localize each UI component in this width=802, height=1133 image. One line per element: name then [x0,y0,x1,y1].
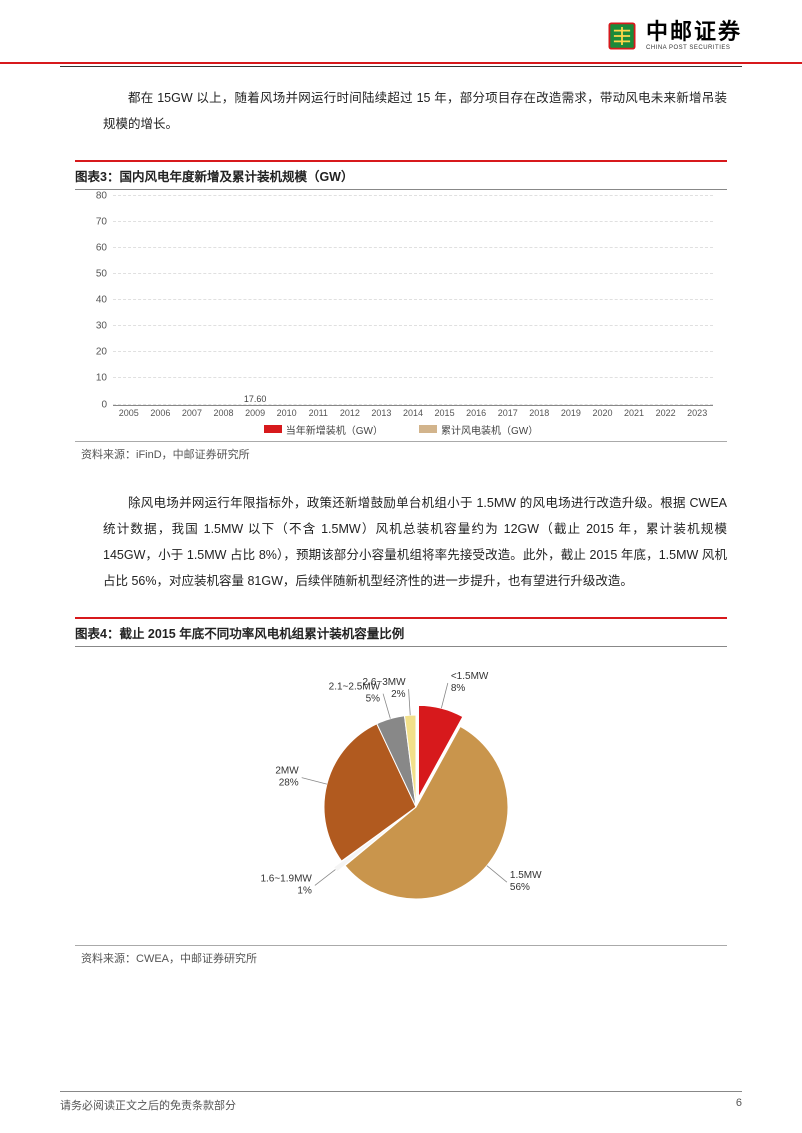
x-tick-label: 2020 [587,406,619,418]
fig3-source: 资料来源：iFinD，中邮证券研究所 [75,441,727,462]
x-tick-label: 2011 [302,406,334,418]
pie-slice-pct: 28% [279,777,299,788]
legend-label: 当年新增装机（GW） [286,422,383,437]
x-tick-label: 2014 [397,406,429,418]
fig4-title: 图表4：截止 2015 年底不同功率风电机组累计装机容量比例 [75,617,727,647]
paragraph-2: 除风电场并网运行年限指标外，政策还新增鼓励单台机组小于 1.5MW 的风电场进行… [103,490,727,595]
page-number: 6 [736,1097,742,1113]
pie-leader [302,777,327,783]
y-tick-label: 10 [96,373,107,384]
x-tick-label: 2008 [208,406,240,418]
bar-annotation: 17.60 [244,394,267,404]
footer-disclaimer: 请务必阅读正文之后的免责条款部分 [60,1097,236,1113]
brand-name: 中邮证券 [646,21,742,43]
fig3-chart: 0102030405060708017.60 20052006200720082… [75,190,727,441]
pie-slice-label: <1.5MW [451,671,489,682]
page-footer: 请务必阅读正文之后的免责条款部分 6 [60,1091,742,1113]
y-tick-label: 0 [101,399,107,410]
pie-leader [487,865,507,882]
y-tick-label: 80 [96,190,107,201]
x-tick-label: 2010 [271,406,303,418]
header-underline [60,66,742,67]
brand-sub: CHINA POST SECURITIES [646,45,742,51]
pie-slice-pct: 5% [366,693,381,704]
y-tick-label: 20 [96,347,107,358]
y-tick-label: 50 [96,268,107,279]
fig4-source: 资料来源：CWEA，中邮证券研究所 [75,945,727,966]
pie-leader [441,683,447,708]
pie-slice-label: 1.6~1.9MW [260,873,312,884]
paragraph-1: 都在 15GW 以上，随着风场并网运行时间陆续超过 15 年，部分项目存在改造需… [103,85,727,138]
legend-item: 累计风电装机（GW） [419,422,538,437]
legend-swatch [419,425,437,433]
x-tick-label: 2016 [460,406,492,418]
x-tick-label: 2022 [650,406,682,418]
fig3-title: 图表3：国内风电年度新增及累计装机规模（GW） [75,160,727,190]
x-tick-label: 2019 [555,406,587,418]
x-tick-label: 2009 [239,406,271,418]
x-tick-label: 2017 [492,406,524,418]
brand-logo: 中邮证券 CHINA POST SECURITIES [604,18,742,54]
x-tick-label: 2015 [429,406,461,418]
x-tick-label: 2006 [145,406,177,418]
page-header: 中邮证券 CHINA POST SECURITIES [0,0,802,64]
pie-leader [383,693,390,718]
pie-leader [315,869,336,885]
pie-slice-pct: 2% [391,689,406,700]
x-tick-label: 2018 [524,406,556,418]
pie-slice-label: 1.5MW [510,870,542,881]
x-tick-label: 2005 [113,406,145,418]
pie-slice-pct: 56% [510,882,530,893]
legend-label: 累计风电装机（GW） [441,422,538,437]
pie-slice-label: 2MW [275,765,299,776]
pie-leader [409,689,411,715]
x-tick-label: 2013 [366,406,398,418]
y-tick-label: 60 [96,242,107,253]
pie-slice-label: 2.6~3MW [363,677,407,688]
legend-swatch [264,425,282,433]
fig4-chart: <1.5MW8%1.5MW56%1.6~1.9MW1%2MW28%2.1~2.5… [75,647,727,945]
legend-item: 当年新增装机（GW） [264,422,383,437]
x-tick-label: 2023 [681,406,713,418]
pie-slice-pct: 8% [451,683,466,694]
post-logo-icon [604,18,640,54]
pie-slice-pct: 1% [297,885,312,896]
y-tick-label: 70 [96,216,107,227]
x-tick-label: 2021 [618,406,650,418]
y-tick-label: 30 [96,321,107,332]
y-tick-label: 40 [96,295,107,306]
x-tick-label: 2007 [176,406,208,418]
x-tick-label: 2012 [334,406,366,418]
